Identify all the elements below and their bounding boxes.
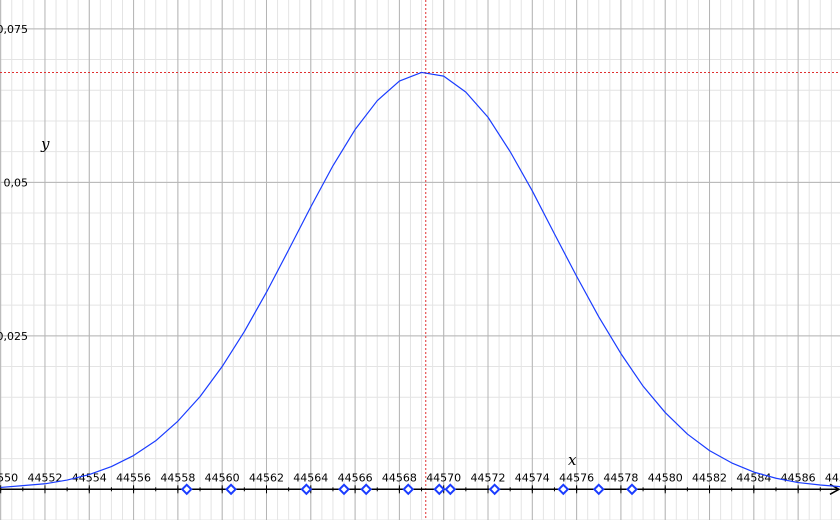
y-tick-label: 0,05 — [4, 176, 29, 189]
data-point — [592, 483, 605, 496]
x-tick-label: 44558 — [160, 471, 195, 484]
x-tick-label: 44562 — [249, 471, 284, 484]
data-point — [402, 483, 415, 496]
x-tick-label: 44564 — [293, 471, 328, 484]
y-tick-label: 0,075 — [0, 23, 28, 36]
x-tick-label: 44560 — [205, 471, 240, 484]
y-tick-label: 0,025 — [0, 330, 28, 343]
x-tick-label: 44566 — [338, 471, 373, 484]
data-point — [488, 483, 501, 496]
y-axis-label: y — [40, 135, 50, 153]
x-tick-label: 44578 — [603, 471, 638, 484]
x-tick-label: 44572 — [471, 471, 506, 484]
x-tick-label: 44574 — [515, 471, 550, 484]
x-tick-label: 44576 — [559, 471, 594, 484]
data-point — [626, 483, 638, 496]
x-tick-label: 44570 — [426, 471, 461, 484]
x-tick-label: 44550 — [0, 471, 18, 484]
x-tick-label: 44556 — [116, 471, 151, 484]
density-curve — [0, 71, 840, 489]
x-tick-label: 44582 — [692, 471, 727, 484]
data-point — [225, 483, 237, 496]
data-point — [557, 483, 570, 496]
data-point — [360, 483, 373, 496]
x-tick-label: 44554 — [72, 471, 107, 484]
x-axis-label: x — [568, 451, 577, 469]
x-tick-label: 44580 — [648, 471, 683, 484]
data-point — [444, 483, 457, 496]
data-point — [433, 483, 446, 496]
x-tick-label: 44552 — [27, 471, 62, 484]
x-tick-label: 44584 — [736, 471, 771, 484]
data-point — [338, 483, 350, 496]
data-point — [180, 483, 193, 496]
x-tick-label: 44568 — [382, 471, 417, 484]
x-tick-label: 44588 — [825, 471, 840, 484]
data-point — [300, 483, 313, 496]
